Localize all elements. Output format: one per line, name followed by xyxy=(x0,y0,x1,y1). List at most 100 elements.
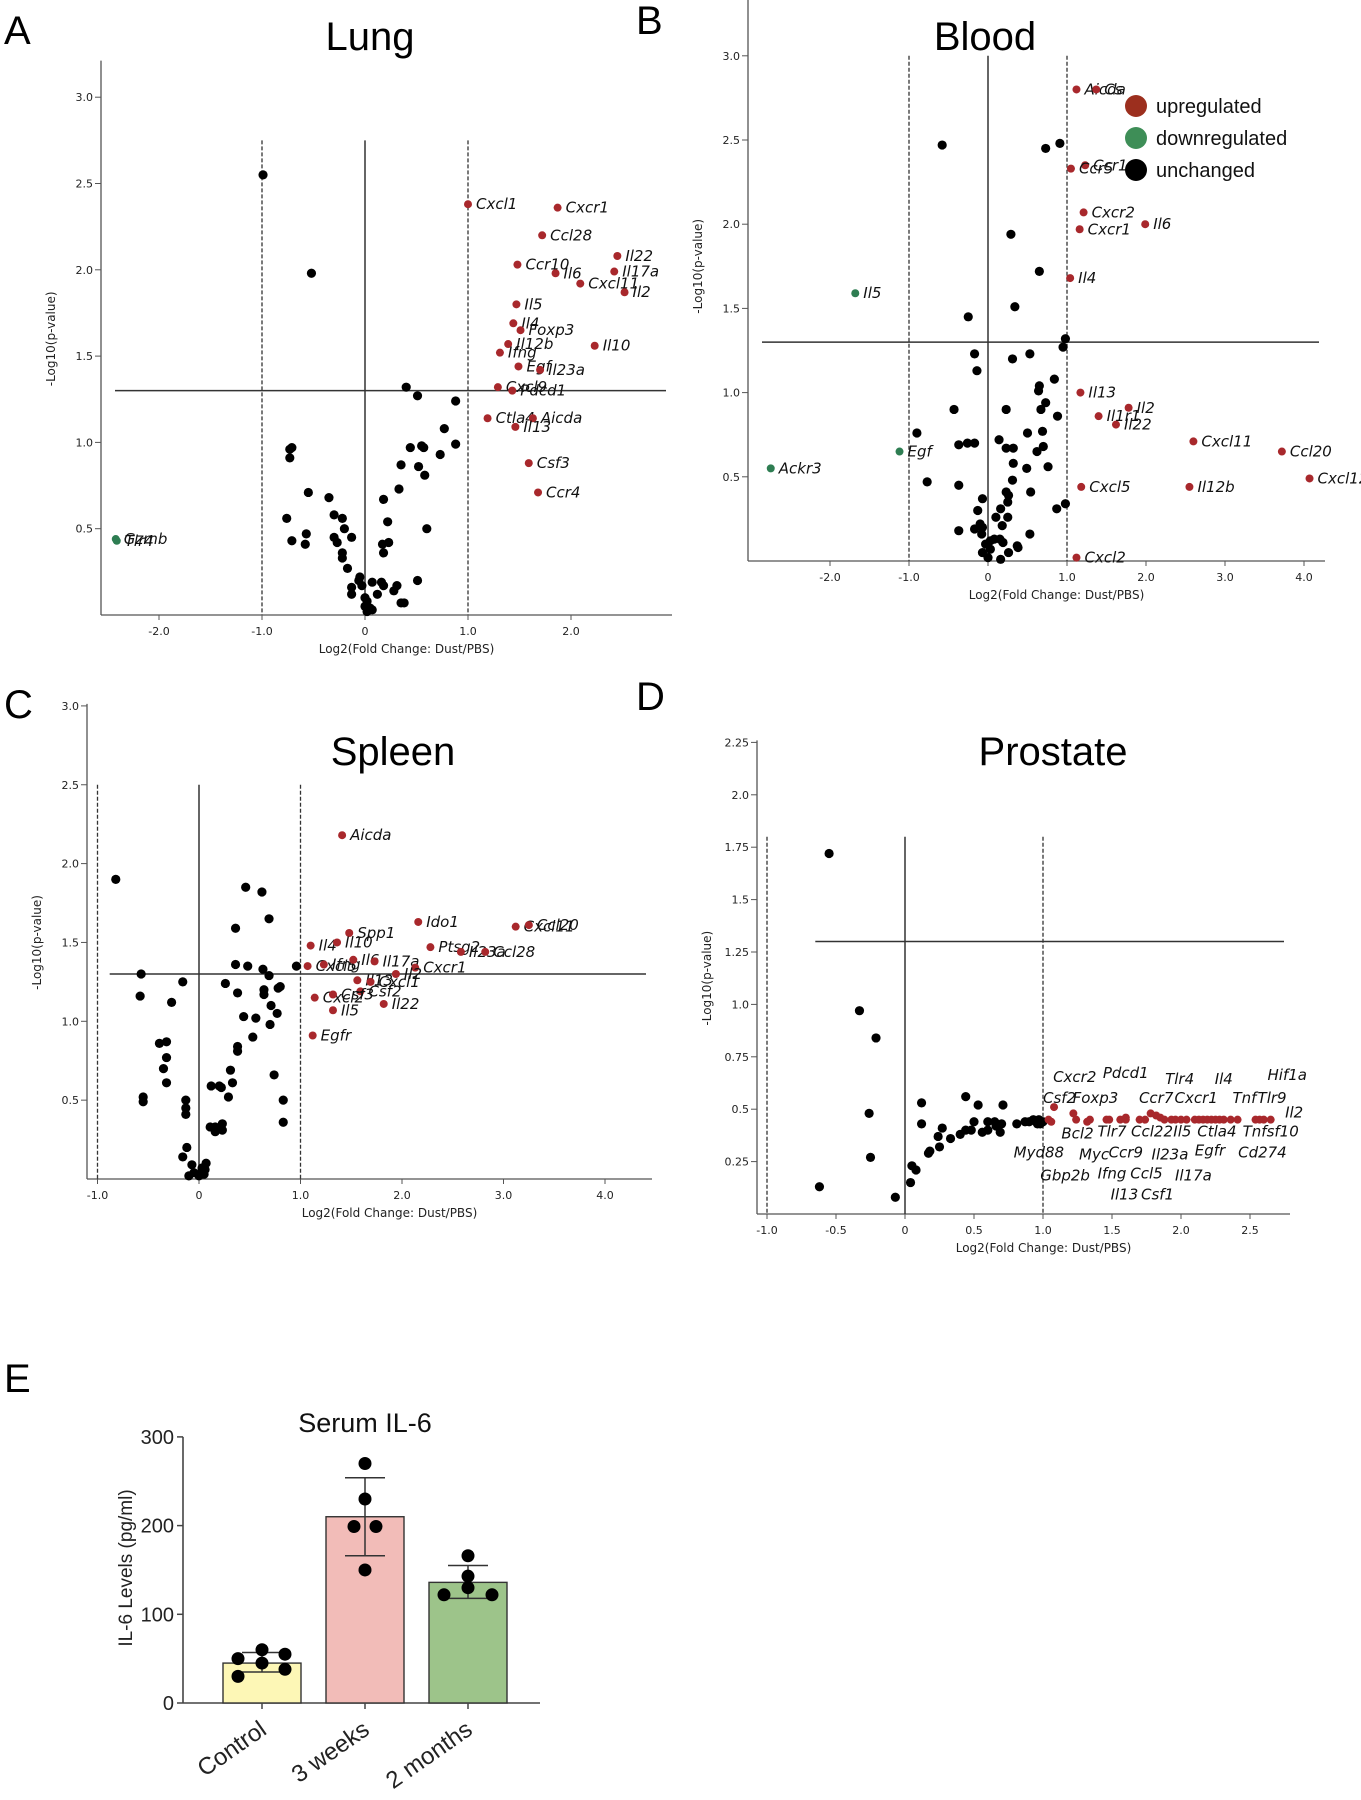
unchanged-point xyxy=(954,526,964,536)
upregulated-point xyxy=(1141,1115,1150,1124)
unchanged-point xyxy=(111,874,121,884)
panel-letter-c: C xyxy=(4,683,33,727)
unchanged-point xyxy=(998,537,1008,548)
gene-label: Il4 xyxy=(1215,1070,1233,1088)
upregulated-point xyxy=(1259,1115,1268,1124)
y-tick-label: 1.5 xyxy=(732,894,750,907)
unchanged-point xyxy=(997,521,1007,531)
gene-label: Ccl20 xyxy=(537,916,579,934)
x-tick-label: -1.0 xyxy=(756,1224,777,1237)
unchanged-point xyxy=(1025,349,1035,359)
upregulated-point xyxy=(1160,1115,1169,1124)
unchanged-point xyxy=(1034,266,1044,276)
upregulated-point xyxy=(1085,1115,1094,1124)
unchanged-point xyxy=(194,1171,204,1181)
gene-label: Cxcl11 xyxy=(1201,432,1252,450)
gene-label: Il13 xyxy=(523,418,551,436)
y-tick-label: 2.5 xyxy=(723,134,741,147)
y-tick-label: 2.0 xyxy=(723,218,741,231)
upregulated-point xyxy=(1072,1115,1081,1124)
upregulated-point xyxy=(1066,164,1075,173)
x-tick-label: -2.0 xyxy=(148,625,169,638)
unchanged-point xyxy=(225,1065,236,1075)
volcano-plot-spleen: Spleen 0.5 1.0 1.5 2.0 2.5 3.0 -1.0 0 1.0 2.0 3.0 4.… xyxy=(30,700,652,1220)
unchanged-point xyxy=(217,1125,227,1135)
unchanged-point xyxy=(937,1123,947,1133)
x-tick-label: 1.0 xyxy=(1034,1224,1052,1237)
bar-chart-serum-il6: Serum IL-6 0 100 200 300 IL-6 Levels (pg/ml) C… xyxy=(116,1408,540,1795)
unchanged-point xyxy=(357,581,367,591)
unchanged-point xyxy=(996,504,1006,514)
unchanged-point xyxy=(1012,1119,1022,1129)
y-axis-label: -Log10(p-value) xyxy=(700,931,714,1026)
x-tick-label: 2.0 xyxy=(1172,1224,1190,1237)
unchanged-point xyxy=(227,1078,238,1088)
unchanged-point xyxy=(342,563,353,573)
gene-label: Pdcd1 xyxy=(520,382,566,400)
gene-label: Cxcl12 xyxy=(1318,469,1361,487)
upregulated-point xyxy=(353,976,362,985)
upregulated-point xyxy=(1219,1115,1228,1124)
unchanged-point xyxy=(396,460,406,470)
data-point xyxy=(347,1519,361,1533)
unchanged-point xyxy=(997,1119,1007,1129)
x-tick-label: 2.0 xyxy=(1137,571,1155,584)
gene-label: Il2 xyxy=(1137,399,1155,417)
data-point xyxy=(358,1457,372,1471)
category-label: 3 weeks xyxy=(287,1716,375,1789)
category-label: 2 months xyxy=(381,1716,477,1795)
unchanged-point xyxy=(916,1119,927,1129)
y-tick-label: 1.25 xyxy=(725,946,750,959)
unchanged-point xyxy=(994,435,1004,445)
gene-label: Il6 xyxy=(564,264,582,282)
x-tick-label: 0 xyxy=(902,1224,909,1237)
gene-label: Ccr5 xyxy=(1079,160,1113,178)
unchanged-point xyxy=(977,494,988,504)
upregulated-point xyxy=(1072,553,1081,562)
unchanged-point xyxy=(332,537,342,548)
unchanged-point xyxy=(983,553,993,563)
unchanged-point xyxy=(996,554,1006,564)
unchanged-point xyxy=(339,524,349,534)
unchanged-point xyxy=(367,577,377,587)
upregulated-point xyxy=(524,921,533,930)
upregulated-point xyxy=(1171,1115,1180,1124)
upregulated-point xyxy=(1124,403,1133,412)
upregulated-point xyxy=(333,938,342,947)
data-point xyxy=(278,1662,292,1676)
gene-label: Il12b xyxy=(1197,478,1234,496)
unchanged-point xyxy=(355,572,365,582)
unchanged-point xyxy=(420,470,430,480)
unchanged-point xyxy=(890,1192,900,1202)
upregulated-point xyxy=(1105,1115,1114,1124)
volcano-plot-lung: Lung 0.5 1.0 1.5 2.0 2.5 3.0 -2.0 -1.0 0 1.0 2.0 Log… xyxy=(44,15,672,656)
x-tick-label: -1.0 xyxy=(251,625,272,638)
gene-label: Il13 xyxy=(1111,1185,1139,1203)
x-tick-label: 4.0 xyxy=(596,1189,614,1202)
gene-label: Myc xyxy=(1079,1146,1110,1164)
data-point xyxy=(461,1581,475,1595)
upregulated-point xyxy=(1135,1115,1144,1124)
unchanged-point xyxy=(178,977,188,987)
unchanged-point xyxy=(166,997,177,1007)
x-tick-label: 1.0 xyxy=(1058,571,1076,584)
upregulated-point xyxy=(306,941,315,950)
upregulated-point xyxy=(1066,274,1075,283)
unchanged-point xyxy=(1007,475,1018,485)
upregulated-point xyxy=(345,928,354,937)
unchanged-point xyxy=(1003,512,1013,522)
gene-label: Ccl28 xyxy=(550,226,592,244)
unchanged-point xyxy=(269,1070,279,1080)
unchanged-point xyxy=(243,961,253,971)
panel-letter-b: B xyxy=(636,0,663,43)
unchanged-point xyxy=(161,1052,172,1063)
gene-label: Il4 xyxy=(1078,269,1096,287)
gene-label: Cxcl5 xyxy=(1089,478,1130,496)
gene-label: Ccr7 xyxy=(1139,1089,1174,1107)
gene-label: Bcl2 xyxy=(1061,1125,1093,1143)
upregulated-point xyxy=(456,947,465,956)
unchanged-point xyxy=(291,961,302,971)
gene-label: Tnf xyxy=(1233,1089,1260,1107)
unchanged-point xyxy=(161,1078,172,1088)
unchanged-point xyxy=(961,1092,971,1102)
